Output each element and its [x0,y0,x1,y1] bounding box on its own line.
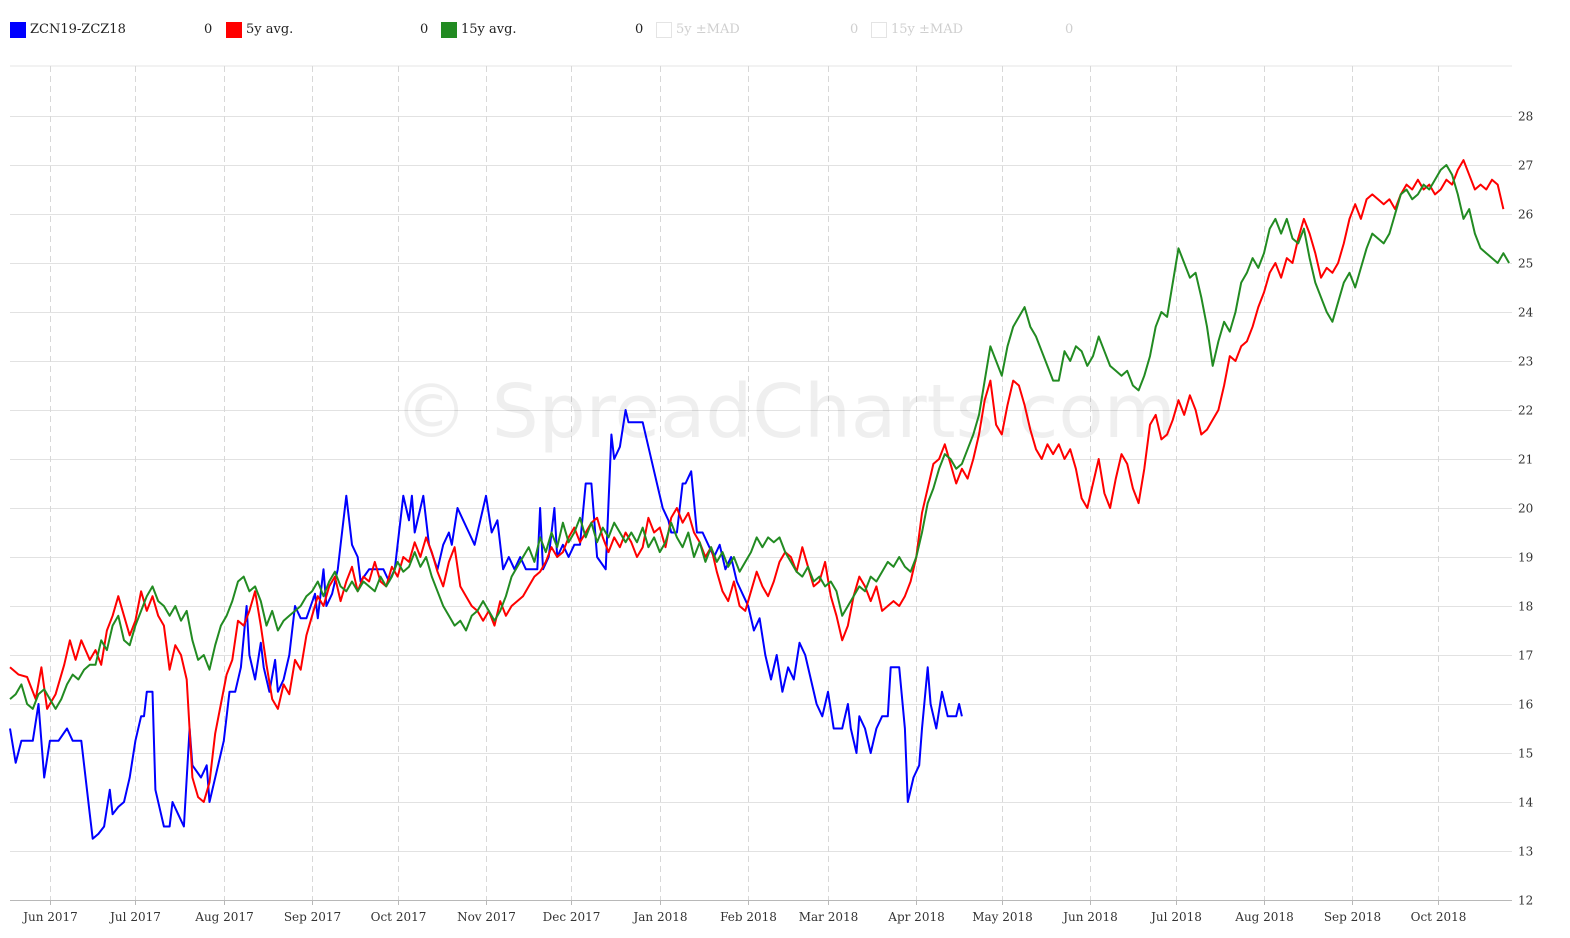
x-tick-label: Aug 2018 [1234,910,1293,924]
y-tick-label: 12 [1518,894,1533,908]
legend-value: 0 [1065,22,1074,37]
y-tick-label: 14 [1518,796,1534,810]
y-tick-label: 18 [1518,600,1533,614]
y-tick-label: 26 [1518,208,1533,222]
x-tick-label: Apr 2018 [887,910,944,924]
x-tick-label: May 2018 [972,910,1033,924]
y-tick-label: 17 [1518,649,1533,663]
x-tick-label: Feb 2018 [720,910,777,924]
legend-label: 5y ±MAD [676,22,740,37]
y-tick-label: 25 [1518,257,1533,271]
legend-swatch [656,22,672,38]
y-tick-label: 23 [1518,355,1533,369]
legend-swatch [10,22,26,38]
legend-swatch [871,22,887,38]
legend-value: 0 [204,22,213,37]
y-tick-label: 22 [1518,404,1533,418]
x-tick-label: Jun 2017 [21,910,78,924]
x-tick-label: Sep 2018 [1324,910,1381,924]
y-tick-label: 24 [1518,306,1534,320]
series-line-2 [9,159,1505,803]
y-tick-label: 19 [1518,551,1533,565]
legend: ZCN19-ZCZ18 0 5y avg. 0 15y avg. 0 5y ±MAD 0 15y… [0,0,1570,60]
x-tick-label: Dec 2017 [543,910,601,924]
y-tick-label: 28 [1518,110,1533,124]
legend-value: 0 [420,22,429,37]
axis-layer: 12 13 14 15 16 17 18 19 20 21 22 23 24 25 26 27 28 Jun 20… [21,110,1533,925]
legend-item[interactable]: 5y ±MAD 0 [656,21,871,39]
y-tick-label: 20 [1518,502,1533,516]
legend-item[interactable]: 5y avg. 0 [226,21,441,39]
y-tick-label: 16 [1518,698,1533,712]
y-tick-label: 13 [1518,845,1533,859]
legend-label: ZCN19-ZCZ18 [30,22,126,37]
x-tick-label: Jun 2018 [1061,910,1118,924]
y-tick-label: 27 [1518,159,1533,173]
y-tick-label: 15 [1518,747,1533,761]
y-tick-label: 21 [1518,453,1533,467]
legend-label: 15y ±MAD [891,22,964,37]
watermark: © SpreadCharts.com [394,369,1176,455]
legend-swatch [441,22,457,38]
legend-item[interactable]: 15y ±MAD 0 [871,21,1086,39]
grid [10,65,1512,901]
x-tick-label: Aug 2017 [194,910,253,924]
x-tick-label: Jan 2018 [631,910,687,924]
legend-label: 5y avg. [246,22,294,37]
series-line-1 [9,409,963,840]
x-tick-label: Mar 2018 [799,910,859,924]
legend-value: 0 [850,22,859,37]
series-layer [9,159,1510,840]
legend-value: 0 [635,22,644,37]
x-tick-label: Oct 2017 [371,910,427,924]
x-tick-label: Sep 2017 [284,910,341,924]
x-tick-label: Nov 2017 [457,910,516,924]
x-tick-label: Oct 2018 [1411,910,1467,924]
legend-label: 15y avg. [461,22,517,37]
legend-swatch [226,22,242,38]
legend-item[interactable]: ZCN19-ZCZ18 0 [10,21,225,39]
legend-item[interactable]: 15y avg. 0 [441,21,656,39]
series-line-3 [9,164,1510,710]
x-tick-label: Jul 2017 [108,910,161,924]
x-tick-label: Jul 2018 [1149,910,1202,924]
